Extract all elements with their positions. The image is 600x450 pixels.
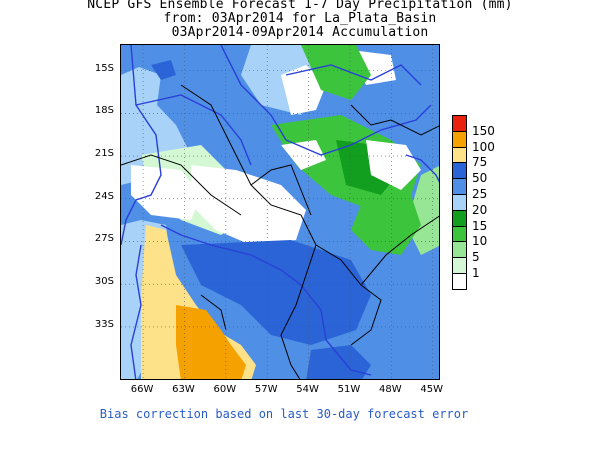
lat-tick-label: 27S	[94, 233, 114, 245]
legend-swatch	[452, 130, 467, 148]
precip-field	[121, 45, 439, 379]
title-line-1: NCEP GFS Ensemble Forecast 1-7 Day Preci…	[87, 0, 513, 12]
field-50-south	[181, 240, 371, 345]
border-brazil-states	[350, 104, 439, 136]
field-10-north	[301, 45, 371, 100]
legend-swatch	[452, 257, 467, 274]
legend-swatch	[452, 162, 467, 180]
lon-tick-label: 57W	[254, 384, 278, 395]
legend-label: 20	[472, 202, 488, 217]
boundary-northeast	[405, 154, 439, 183]
lat-tick-label: 24S	[94, 190, 114, 202]
legend-swatch	[452, 115, 467, 132]
map-canvas	[121, 45, 439, 379]
lat-tick-label: 18S	[94, 105, 114, 117]
legend-swatch	[452, 241, 467, 259]
border-argentina-provinces	[200, 294, 227, 331]
border-argentina-north	[121, 154, 242, 216]
border-paraguay-brazil	[250, 164, 312, 216]
precipitation-map	[120, 44, 440, 380]
legend-label: 50	[472, 171, 488, 186]
title-line-2: from: 03Apr2014 for La_Plata_Basin	[163, 11, 437, 26]
lon-tick-label: 63W	[172, 384, 195, 395]
field-dry-north	[281, 65, 326, 115]
field-10-southeast	[351, 195, 421, 255]
legend-swatch	[452, 146, 467, 164]
lat-tick-label: 21S	[94, 148, 114, 160]
boundary-southwest	[130, 244, 142, 379]
border-argentina-uruguay	[280, 244, 317, 379]
boundary-west	[121, 45, 162, 246]
boundary-bolivia	[135, 94, 252, 166]
lon-tick-label: 66W	[130, 384, 154, 395]
title-line-3: 03Apr2014-09Apr2014 Accumulation	[171, 25, 429, 40]
lat-tick-label: 33S	[94, 318, 114, 330]
color-legend	[452, 115, 467, 290]
lon-tick-label: 54W	[296, 384, 319, 395]
legend-swatch	[452, 209, 467, 227]
legend-label: 5	[472, 250, 480, 265]
graticule	[121, 45, 439, 379]
field-dry-west	[131, 165, 201, 220]
border-brazil-uruguay	[315, 244, 382, 346]
legend-swatch	[452, 178, 467, 195]
boundary-far-north	[285, 64, 422, 86]
lon-tick-label: 48W	[379, 384, 402, 395]
lat-tick-label: 30S	[94, 276, 114, 288]
field-100-southwest	[176, 305, 246, 379]
field-dry-center	[191, 165, 306, 245]
legend-label: 150	[472, 123, 495, 138]
blue-boundaries	[121, 45, 439, 379]
legend-label: 10	[472, 234, 488, 249]
lon-tick-label: 60W	[213, 384, 237, 395]
legend-swatch	[452, 193, 467, 211]
legend-label: 15	[472, 218, 488, 233]
bias-correction-note: Bias correction based on last 30-day for…	[99, 407, 469, 421]
field-dry-east	[366, 140, 421, 190]
lat-tick-label: 15S	[94, 62, 114, 74]
field-dry-small	[281, 140, 326, 170]
field-50-nw-spot	[151, 60, 176, 80]
lon-tick-label: 51W	[337, 384, 361, 395]
country-borders	[121, 84, 439, 379]
legend-swatch	[452, 272, 467, 290]
legend-label: 100	[472, 139, 495, 154]
legend-swatch	[452, 225, 467, 243]
legend-label: 75	[472, 155, 488, 170]
boundary-north	[220, 45, 432, 156]
legend-label: 25	[472, 187, 488, 201]
boundary-south	[160, 224, 372, 376]
lon-tick-label: 45W	[420, 384, 444, 395]
border-brazil-coast	[360, 215, 439, 286]
legend-label: 1	[472, 266, 480, 280]
